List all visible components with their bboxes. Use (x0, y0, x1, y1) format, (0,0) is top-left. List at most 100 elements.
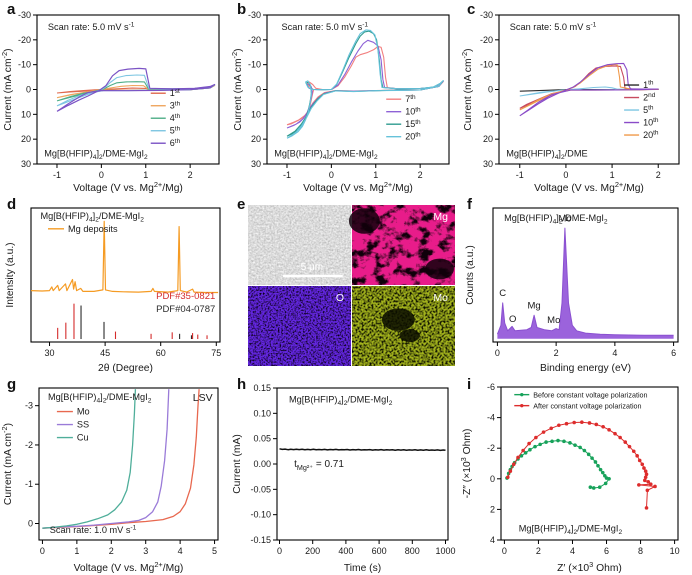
svg-text:Mg[B(HFIP)4]2/DME-MgI2: Mg[B(HFIP)4]2/DME-MgI2 (48, 392, 152, 405)
svg-text:1: 1 (610, 170, 615, 180)
svg-text:-1: -1 (25, 479, 33, 489)
svg-text:Mo: Mo (558, 213, 571, 224)
panel-i-label: i (467, 376, 472, 393)
svg-text:10th: 10th (643, 117, 659, 127)
svg-text:600: 600 (372, 546, 387, 556)
svg-text:2: 2 (418, 170, 423, 180)
svg-text:4: 4 (612, 348, 617, 358)
panel-f-chart: 0 2 4 6 Binding energy (eV) Counts (a.u.) Mg[B… (465, 207, 679, 374)
svg-text:-0.10: -0.10 (250, 510, 271, 520)
svg-text:0: 0 (256, 85, 261, 95)
svg-text:Scan rate: 1.0 mV s-1: Scan rate: 1.0 mV s-1 (50, 525, 137, 536)
svg-text:Mg: Mg (433, 211, 448, 223)
svg-text:10: 10 (670, 546, 680, 556)
svg-text:PDF#35-0821: PDF#35-0821 (156, 291, 215, 302)
svg-text:1st: 1st (170, 88, 180, 98)
svg-text:20th: 20th (405, 131, 421, 141)
svg-text:Current (mA cm-2): Current (mA cm-2) (0, 48, 14, 130)
svg-text:1: 1 (74, 546, 79, 556)
svg-text:0: 0 (502, 546, 507, 556)
svg-text:30: 30 (251, 159, 261, 169)
panel-h: h 0 200 400 600 800 1000 0.15 0.10 0.05 0.00 -0.05… (230, 375, 460, 575)
svg-text:Scan rate: 5.0 mV s-1: Scan rate: 5.0 mV s-1 (510, 21, 597, 32)
panel-d: d 30 45 60 75 2θ (Degree) Intensity (a.u.) Mg[… (0, 195, 230, 375)
svg-text:Mg[B(HFIP)4]2/DME-MgI2: Mg[B(HFIP)4]2/DME-MgI2 (289, 394, 393, 407)
svg-text:6: 6 (671, 348, 676, 358)
svg-text:15th: 15th (405, 119, 421, 129)
svg-text:0: 0 (99, 170, 104, 180)
svg-text:Mg[B(HFIP)4]2/DME-MgI2: Mg[B(HFIP)4]2/DME-MgI2 (504, 213, 608, 226)
panel-g-chart: 0 1 2 3 4 5 -3 -2 -1 0 Voltage (V vs. Mg2+/Mg) Curr… (0, 387, 219, 574)
svg-text:0: 0 (490, 474, 495, 484)
svg-text:400: 400 (338, 546, 353, 556)
panel-b: b -1 0 1 2 -30 -20 -10 0 10 20 30 Voltage (V vs. Mg… (230, 0, 460, 195)
svg-text:4: 4 (570, 546, 575, 556)
svg-text:2: 2 (490, 504, 495, 514)
svg-text:0: 0 (28, 519, 33, 529)
svg-text:5th: 5th (170, 125, 181, 135)
svg-text:-10: -10 (480, 60, 493, 70)
svg-text:Z′ (×103 Ohm): Z′ (×103 Ohm) (557, 560, 622, 574)
svg-text:LSV: LSV (193, 392, 213, 404)
svg-text:-20: -20 (18, 35, 31, 45)
svg-text:8: 8 (638, 546, 643, 556)
svg-text:O: O (336, 292, 344, 304)
panel-i-chart: 0 2 4 6 8 10 -6 -4 -2 0 2 4 Z′ (×103 Ohm) -Z″ (×103 O… (460, 382, 680, 574)
panel-g-label: g (7, 376, 17, 393)
svg-text:Cu: Cu (77, 433, 89, 443)
svg-text:C: C (499, 288, 506, 299)
svg-text:20: 20 (483, 134, 493, 144)
svg-text:-20: -20 (480, 35, 493, 45)
svg-text:Mg[B(HFIP)4]2/DME-MgI2: Mg[B(HFIP)4]2/DME-MgI2 (44, 149, 148, 162)
svg-text:20th: 20th (643, 130, 659, 140)
panel-f: f 0 2 4 6 Binding energy (eV) Counts (a.u.) Mg… (460, 195, 692, 375)
svg-text:3: 3 (143, 546, 148, 556)
svg-text:2nd: 2nd (643, 92, 656, 102)
svg-text:0: 0 (277, 546, 282, 556)
svg-text:PDF#04-0787: PDF#04-0787 (156, 304, 215, 315)
panel-h-chart: 0 200 400 600 800 1000 0.15 0.10 0.05 0.00 -0.05 -0… (232, 383, 456, 574)
svg-text:800: 800 (405, 546, 420, 556)
svg-text:6: 6 (604, 546, 609, 556)
svg-text:1: 1 (373, 170, 378, 180)
panel-d-label: d (7, 196, 17, 213)
svg-text:Mg: Mg (528, 301, 541, 312)
svg-text:Binding energy (eV): Binding energy (eV) (540, 363, 631, 374)
svg-text:45: 45 (100, 348, 110, 358)
panel-f-label: f (467, 196, 472, 213)
svg-text:0: 0 (329, 170, 334, 180)
panel-h-label: h (237, 376, 247, 393)
svg-text:-30: -30 (18, 10, 31, 20)
panel-g: g 0 1 2 3 4 5 -3 -2 -1 0 Voltage (V vs. Mg2+/Mg) Cu… (0, 375, 230, 575)
svg-text:0.10: 0.10 (253, 408, 271, 418)
svg-text:1: 1 (143, 170, 148, 180)
svg-text:Mo: Mo (77, 407, 90, 417)
panel-e-label: e (237, 196, 246, 213)
svg-text:0: 0 (26, 85, 31, 95)
panel-e: e 5 μm Mg O Mo (230, 195, 460, 375)
svg-text:Current (mA cm-2): Current (mA cm-2) (0, 423, 14, 505)
svg-text:2: 2 (656, 170, 661, 180)
svg-text:-4: -4 (487, 413, 495, 423)
svg-text:-30: -30 (480, 10, 493, 20)
svg-text:-Z″ (×103 Ohm): -Z″ (×103 Ohm) (460, 429, 473, 499)
svg-text:-1: -1 (53, 170, 61, 180)
svg-text:Voltage (V vs. Mg2+/Mg): Voltage (V vs. Mg2+/Mg) (73, 180, 183, 194)
svg-text:0.05: 0.05 (253, 434, 271, 444)
svg-text:Scan rate: 5.0 mV s-1: Scan rate: 5.0 mV s-1 (282, 21, 369, 32)
svg-text:0: 0 (495, 348, 500, 358)
svg-text:Mo: Mo (433, 292, 448, 304)
svg-text:0.00: 0.00 (253, 459, 271, 469)
svg-text:1000: 1000 (435, 546, 455, 556)
svg-text:1th: 1th (643, 80, 654, 90)
panel-d-chart: 30 45 60 75 2θ (Degree) Intensity (a.u.) Mg[B(… (5, 207, 221, 374)
svg-text:Before constant voltage polari: Before constant voltage polarization (533, 391, 647, 400)
svg-text:10th: 10th (405, 106, 421, 116)
panel-c: c -1 0 1 2 -30 -20 -10 0 10 20 30 Voltage (V vs. Mg… (460, 0, 692, 195)
svg-text:2: 2 (554, 348, 559, 358)
svg-text:Current (mA): Current (mA) (232, 434, 243, 494)
svg-text:Scan rate: 5.0 mV s-1: Scan rate: 5.0 mV s-1 (48, 21, 135, 32)
svg-text:After constant voltage polariz: After constant voltage polarization (533, 402, 641, 411)
svg-text:Mg[B(HFIP)4]2/DME-MgI2: Mg[B(HFIP)4]2/DME-MgI2 (519, 524, 623, 537)
